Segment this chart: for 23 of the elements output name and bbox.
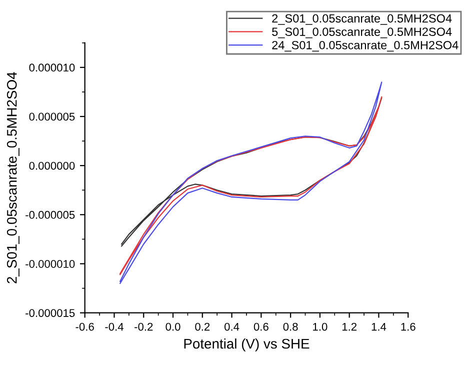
x-tick-label: 0.0 xyxy=(166,322,180,331)
x-tick-label: -0.2 xyxy=(134,322,153,331)
x-tick-label: -0.6 xyxy=(76,322,94,331)
x-tick-label: -0.4 xyxy=(105,322,124,331)
y-tick-label: -0.000010 xyxy=(26,260,75,268)
x-tick-label: 1.2 xyxy=(342,322,357,331)
x-tick-label: 1.6 xyxy=(401,322,416,331)
x-tick-label: 0.6 xyxy=(254,322,268,331)
x-tick-label: 0.2 xyxy=(195,322,210,331)
y-tick-label: -0.000005 xyxy=(26,210,75,219)
legend-label: 2_S01_0.05scanrate_0.5MH2SO4 xyxy=(272,14,452,25)
x-tick-label: 1.0 xyxy=(313,322,328,331)
y-tick-label: 0.000010 xyxy=(29,64,75,72)
y-tick-label: 0.000000 xyxy=(29,162,75,170)
legend-label: 24_S01_0.05scanrate_0.5MH2SO4 xyxy=(272,40,458,52)
x-axis-title: Potential (V) vs SHE xyxy=(184,338,310,352)
y-axis-title: 2_S01_0.05scanrate_0.5MH2SO4 xyxy=(6,72,20,284)
x-tick-label: 1.4 xyxy=(372,322,386,331)
legend-label: 5_S01_0.05scanrate_0.5MH2SO4 xyxy=(272,28,452,38)
x-tick-label: 0.4 xyxy=(224,322,240,331)
y-tick-label: -0.000015 xyxy=(26,309,75,317)
x-tick-label: 0.8 xyxy=(283,322,298,331)
y-tick-label: 0.000005 xyxy=(29,112,75,121)
